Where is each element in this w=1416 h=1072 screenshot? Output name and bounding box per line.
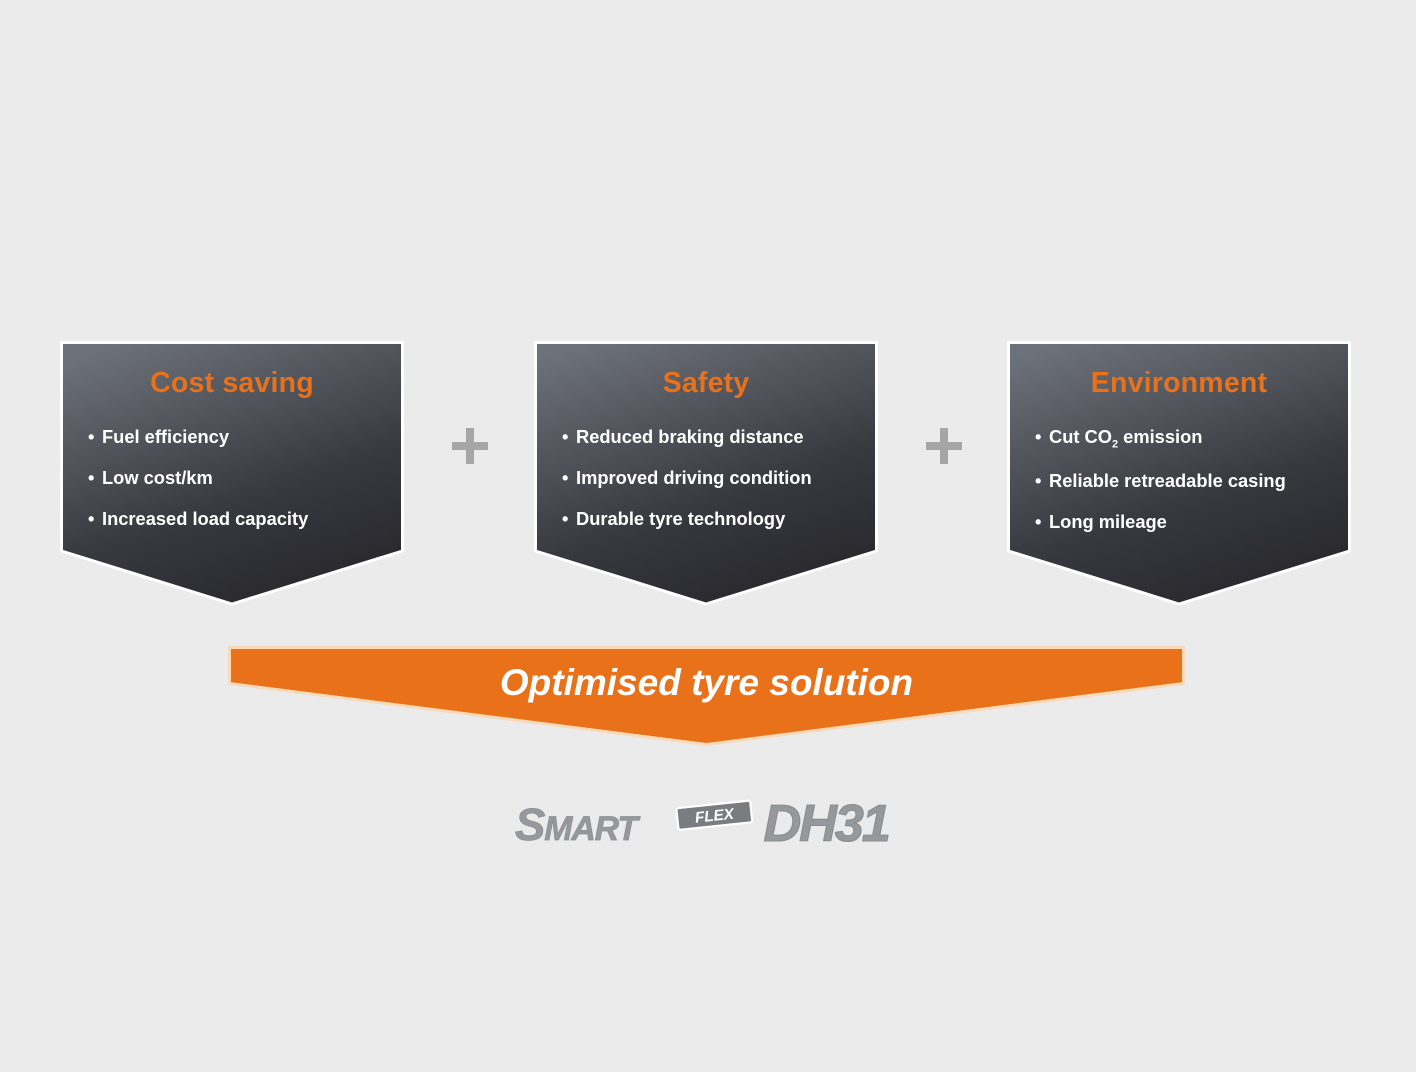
svg-text:DH31: DH31 — [764, 795, 889, 853]
svg-text:MART: MART — [544, 810, 641, 848]
svg-text:S: S — [515, 799, 546, 850]
